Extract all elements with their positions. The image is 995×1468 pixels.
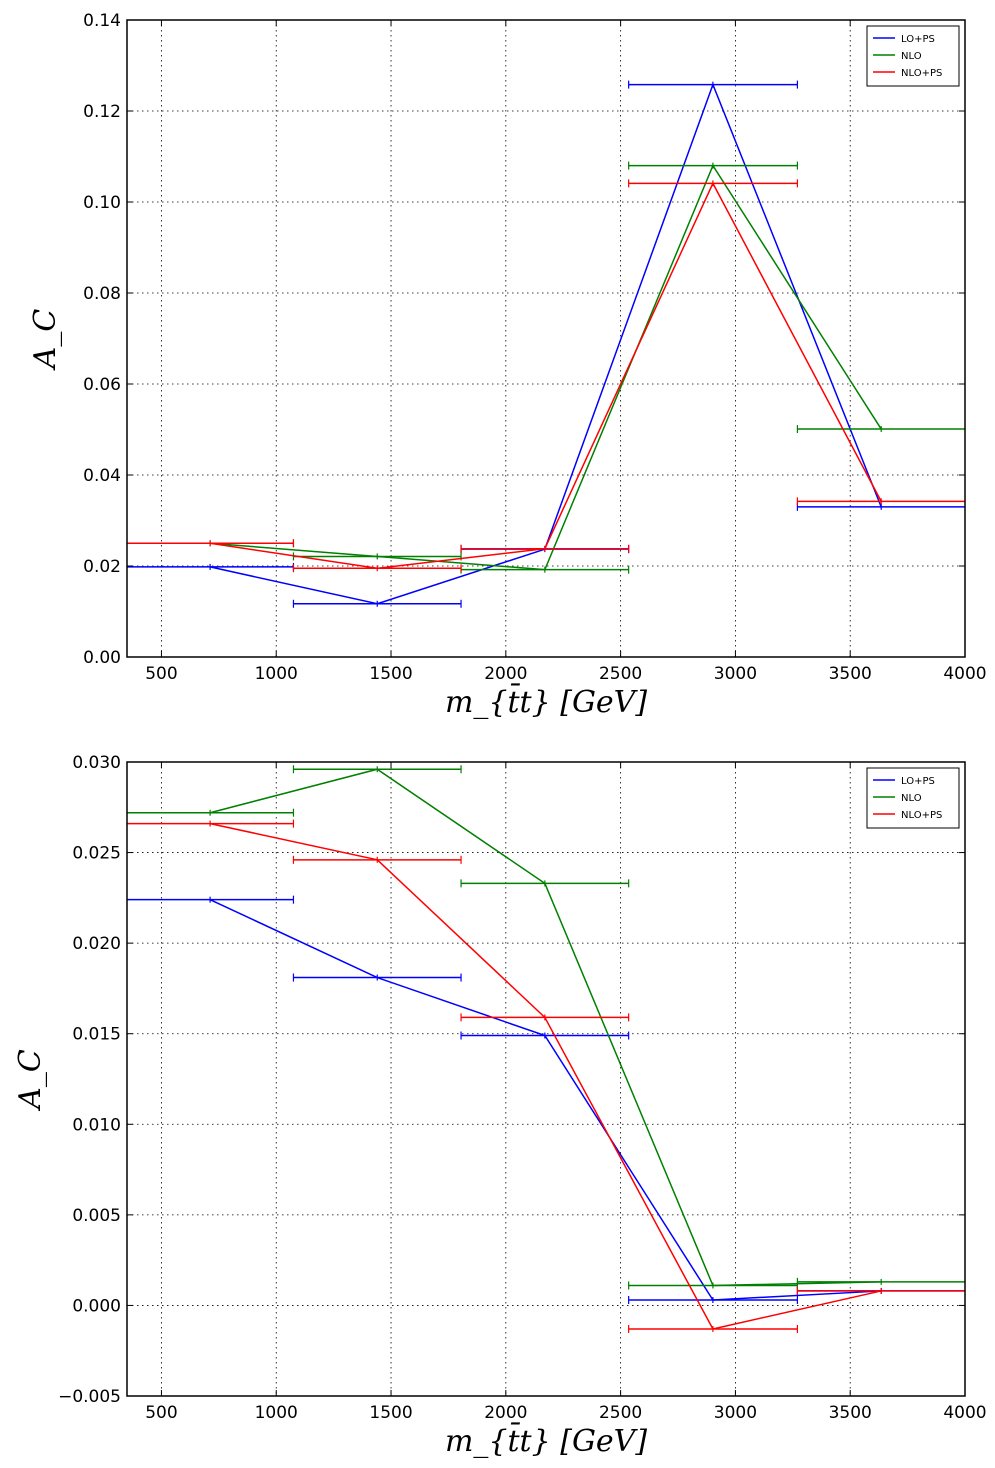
- x-tick-label: 4000: [943, 1403, 986, 1423]
- chart-bottom: 500 1000 1500 2000 2500 3000 3500 4000 −0.005 0.0…: [13, 753, 987, 1459]
- bin-bar: [796, 497, 965, 506]
- y-tick-label: 0.02: [83, 557, 121, 577]
- y-tick-label: 0.00: [83, 648, 121, 668]
- y-tick-label: 0.025: [72, 844, 121, 864]
- x-tick-label: 1500: [369, 1403, 412, 1423]
- bin-bar: [460, 1031, 630, 1040]
- bin-bar: [127, 562, 295, 571]
- series-line-lo-plus-ps: [209, 82, 882, 605]
- plot-frame: [126, 19, 966, 658]
- legend-label: NLO: [901, 51, 922, 62]
- x-tick-label: 3000: [714, 1403, 757, 1423]
- y-tick-label: 0.08: [83, 284, 121, 304]
- x-tick-label: 1000: [255, 1403, 298, 1423]
- x-tick-label: 3500: [829, 664, 872, 684]
- bin-bar: [628, 80, 799, 89]
- series-line-nlo: [210, 163, 882, 571]
- x-tick-label: 4000: [943, 664, 986, 684]
- y-tick-label: 0.005: [72, 1206, 121, 1226]
- bin-bar: [127, 808, 295, 817]
- legend-box: [866, 25, 960, 87]
- bin-bar: [292, 564, 462, 573]
- bin-bar: [628, 1324, 799, 1333]
- bin-bar: [796, 1277, 965, 1286]
- x-tick-label: 1500: [369, 664, 412, 684]
- legend-label: LO+PS: [901, 776, 935, 787]
- y-tick-label: 0.10: [83, 193, 121, 213]
- bin-bar: [292, 599, 462, 608]
- bin-bar: [628, 161, 799, 170]
- series-line-nlo: [209, 768, 882, 1287]
- series-line-lo-plus-ps: [209, 898, 882, 1301]
- bin-bar: [460, 1013, 630, 1022]
- series-line-nlo-plus-ps: [209, 822, 882, 1330]
- x-axis-label: m_{t̄t} [GeV]: [445, 1421, 647, 1459]
- bin-bar: [127, 539, 295, 548]
- y-tick-label: 0.030: [72, 753, 121, 773]
- y-tick-label: 0.010: [72, 1115, 121, 1135]
- y-tick-label: −0.005: [58, 1387, 121, 1407]
- bin-bar: [628, 179, 799, 188]
- y-axis-label: A_C: [13, 1049, 48, 1112]
- y-tick-label: 0.04: [83, 466, 121, 486]
- x-tick-label: 3500: [829, 1403, 872, 1423]
- x-tick-label: 500: [145, 1403, 177, 1423]
- y-tick-label: 0.06: [83, 375, 121, 395]
- legend-label: NLO: [901, 793, 922, 804]
- bin-bar: [460, 544, 630, 553]
- y-tick-label: 0.015: [72, 1025, 121, 1045]
- x-tick-label: 500: [145, 664, 177, 684]
- x-axis-label: m_{t̄t} [GeV]: [445, 682, 647, 720]
- bin-bar: [127, 819, 295, 828]
- y-tick-label: 0.12: [83, 102, 121, 122]
- bin-bar: [628, 1295, 799, 1304]
- series-line-nlo-plus-ps: [210, 181, 882, 570]
- x-tick-label: 2000: [484, 1403, 527, 1423]
- bin-bar: [292, 855, 462, 864]
- legend: LO+PS NLO NLO+PS: [866, 25, 960, 87]
- x-tick-label: 2500: [599, 664, 642, 684]
- x-tick-label: 1000: [255, 664, 298, 684]
- legend-label: NLO+PS: [901, 810, 942, 821]
- x-tick-label: 2000: [484, 664, 527, 684]
- legend-box: [866, 767, 960, 829]
- legend-label: NLO+PS: [901, 68, 942, 79]
- y-tick-label: 0.020: [72, 934, 121, 954]
- y-tick-label: 0.14: [83, 11, 121, 31]
- plot-frame: [126, 761, 966, 1397]
- bin-bar: [292, 765, 462, 774]
- chart-top: 500 1000 1500 2000 2500 3000 3500 4000 0.00 0.02 0…: [28, 11, 987, 720]
- x-tick-label: 3000: [714, 664, 757, 684]
- bin-bar: [796, 1286, 965, 1295]
- bin-bar: [460, 565, 630, 574]
- y-axis-label: A_C: [28, 309, 63, 372]
- bin-bar: [460, 879, 630, 888]
- legend-label: LO+PS: [901, 34, 935, 45]
- bin-bar: [292, 973, 462, 982]
- bin-bar: [127, 895, 295, 904]
- legend: LO+PS NLO NLO+PS: [866, 767, 960, 829]
- bin-bar: [796, 425, 965, 434]
- y-tick-label: 0.000: [72, 1296, 121, 1316]
- bin-bar: [628, 1281, 799, 1290]
- x-tick-label: 2500: [599, 1403, 642, 1423]
